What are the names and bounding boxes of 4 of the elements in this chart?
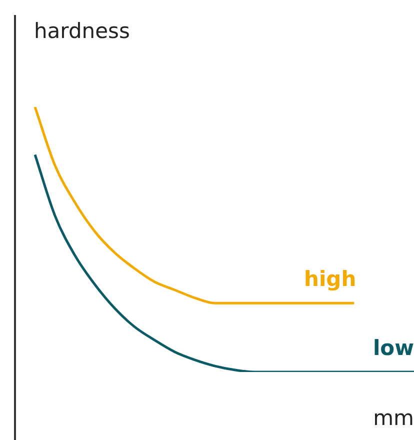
- series-label: high: [304, 267, 356, 292]
- y-axis-title: hardness: [34, 19, 130, 43]
- x-axis-title: mm: [373, 406, 414, 430]
- series-label: low: [372, 336, 414, 360]
